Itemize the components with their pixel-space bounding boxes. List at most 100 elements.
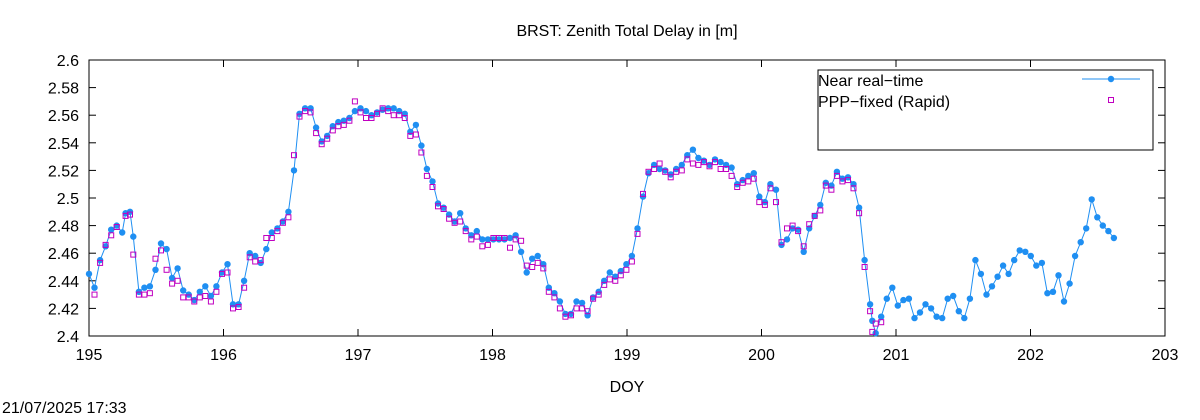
ppp-point <box>623 266 630 273</box>
nrt-point <box>628 252 636 260</box>
nrt-point <box>966 295 974 302</box>
nrt-point <box>695 154 702 162</box>
ppp-point <box>351 98 358 105</box>
ppp-point <box>163 266 170 273</box>
nrt-point <box>1049 288 1057 295</box>
ppp-point <box>656 160 663 167</box>
x-tick-label: 198 <box>479 347 506 364</box>
ppp-point <box>146 290 153 297</box>
ppp-point <box>462 228 469 235</box>
ppp-point <box>451 219 458 226</box>
ppp-point <box>113 224 120 230</box>
ppp-point <box>507 244 513 251</box>
ppp-point <box>484 241 491 248</box>
ppp-point <box>628 258 635 265</box>
ppp-point <box>473 233 480 240</box>
nrt-point <box>1027 252 1035 260</box>
legend: Near real−time PPP−fixed (Rapid) <box>817 69 1154 151</box>
nrt-point <box>163 245 170 253</box>
nrt-point <box>606 269 613 276</box>
ppp-point <box>728 172 735 179</box>
nrt-point <box>750 170 757 177</box>
nrt-point <box>1094 214 1101 221</box>
nrt-point <box>916 309 924 316</box>
ppp-point <box>712 159 718 166</box>
nrt-point <box>728 164 735 171</box>
nrt-point <box>1055 272 1062 279</box>
nrt-point <box>578 299 586 307</box>
nrt-point <box>905 295 913 302</box>
legend-label-nrt: Near real−time <box>818 73 923 90</box>
ppp-point <box>761 201 768 208</box>
ppp-point <box>734 184 741 190</box>
nrt-point <box>252 252 259 260</box>
ppp-point <box>130 251 137 258</box>
ppp-point <box>122 212 129 219</box>
ppp-point <box>435 203 441 210</box>
ppp-point <box>606 276 613 283</box>
y-tick-label: 2.56 <box>48 108 79 125</box>
legend-marker-ppp <box>1108 97 1114 103</box>
nrt-point <box>961 314 968 322</box>
chart-title: BRST: Zenith Total Delay in [m] <box>516 23 737 40</box>
nrt-point <box>240 277 248 284</box>
y-axis: 2.4 2.42 2.44 2.46 2.48 2.5 2.52 2.54 2.56 2.58 2.… <box>48 53 1165 346</box>
y-tick-label: 2.4 <box>57 329 79 346</box>
ppp-point <box>568 312 574 319</box>
nrt-point <box>312 124 320 131</box>
nrt-point <box>1077 239 1084 246</box>
ppp-point <box>634 230 641 237</box>
ppp-point <box>640 190 646 197</box>
ppp-point <box>396 112 403 119</box>
nrt-point <box>889 284 896 291</box>
ppp-point <box>839 178 846 185</box>
nrt-point <box>119 229 126 236</box>
ppp-point <box>169 280 176 287</box>
ppp-point <box>518 237 525 244</box>
ppp-point <box>750 175 757 182</box>
nrt-point <box>362 107 370 115</box>
nrt-point <box>977 270 985 278</box>
nrt-point <box>944 295 951 302</box>
nrt-point <box>290 167 298 174</box>
nrt-point <box>1011 256 1018 264</box>
ppp-point <box>291 152 297 159</box>
ppp-point <box>407 132 414 139</box>
ppp-point <box>717 166 724 172</box>
nrt-point <box>988 283 996 290</box>
nrt-point <box>900 296 907 304</box>
ppp-point <box>141 291 148 298</box>
nrt-point <box>390 105 397 112</box>
nrt-point <box>933 313 940 320</box>
nrt-point <box>717 158 724 166</box>
x-tick-label: 199 <box>614 347 641 364</box>
nrt-point <box>506 234 514 242</box>
ppp-point <box>845 177 851 184</box>
nrt-point <box>146 283 154 290</box>
nrt-point <box>263 245 270 253</box>
nrt-point <box>756 193 763 200</box>
nrt-point <box>800 248 807 255</box>
ppp-point <box>822 182 829 189</box>
ppp-point <box>856 210 863 217</box>
nrt-point <box>1110 234 1118 242</box>
ppp-point <box>529 264 536 270</box>
ppp-point <box>828 186 835 193</box>
nrt-point <box>202 283 209 290</box>
nrt-point <box>473 227 480 235</box>
ppp-point <box>224 269 231 276</box>
ppp-point <box>689 160 696 167</box>
nrt-point <box>1083 225 1090 232</box>
ppp-point <box>440 206 447 212</box>
nrt-point <box>623 261 630 268</box>
ppp-point <box>534 259 541 266</box>
ppp-point <box>127 211 133 218</box>
nrt-point <box>999 262 1007 269</box>
ppp-point <box>252 258 259 265</box>
nrt-point <box>783 236 791 243</box>
ppp-point <box>869 328 876 335</box>
nrt-point <box>1060 298 1068 305</box>
ppp-point <box>363 115 369 121</box>
nrt-point <box>457 210 464 217</box>
nrt-point <box>130 233 137 240</box>
